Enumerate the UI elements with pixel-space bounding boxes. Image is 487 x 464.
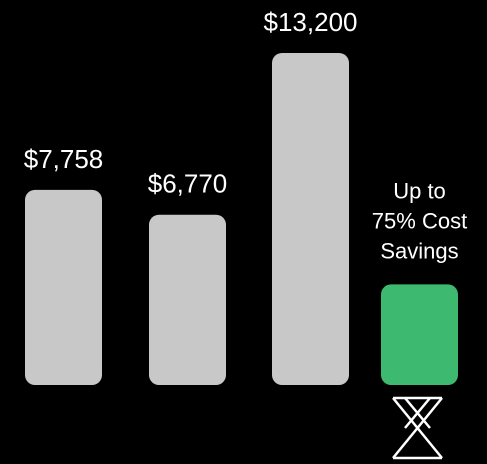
bar <box>149 214 226 385</box>
bar <box>272 53 349 385</box>
annotation: 75% Cost <box>372 208 467 233</box>
bar <box>25 189 102 385</box>
value-label: $6,770 <box>148 169 228 199</box>
annotation: Savings <box>380 238 458 263</box>
annotation: Up to <box>393 178 446 203</box>
value-label: $13,200 <box>264 7 358 37</box>
logo <box>392 396 443 460</box>
bar <box>381 284 458 385</box>
value-label: $7,758 <box>24 144 104 174</box>
